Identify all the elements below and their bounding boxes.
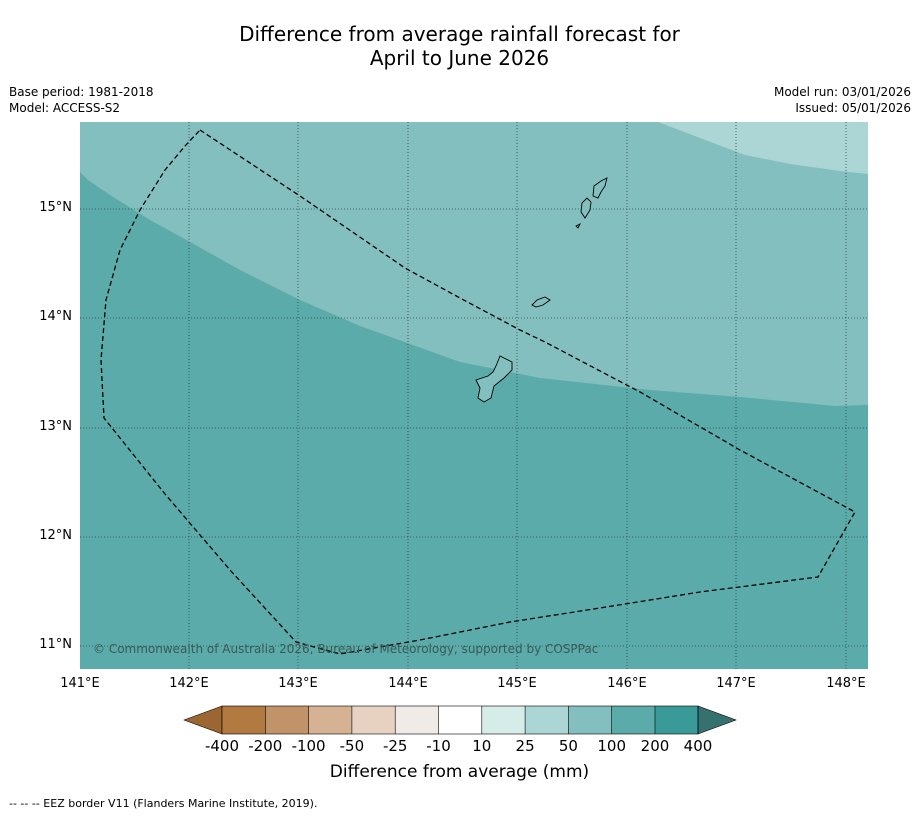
colorbar-label: 25 xyxy=(515,737,535,755)
colorbar-label: -25 xyxy=(382,737,408,755)
meta-left: Base period: 1981-2018 Model: ACCESS-S2 xyxy=(9,84,154,116)
x-tick-148: 148°E xyxy=(826,676,866,691)
colorbar-label: 400 xyxy=(683,737,713,755)
map-area xyxy=(80,122,868,669)
chart-title: Difference from average rainfall forecas… xyxy=(0,22,919,70)
colorbar-box-5 xyxy=(395,706,439,734)
colorbar-box-7 xyxy=(481,706,526,734)
colorbar-label: 50 xyxy=(558,737,578,755)
gridlines xyxy=(80,122,868,669)
x-tick-145: 145°E xyxy=(497,676,537,691)
colorbar-dividers xyxy=(221,705,699,735)
zone-50 xyxy=(658,122,868,174)
eez-footnote: -- -- -- EEZ border V11 (Flanders Marine… xyxy=(9,797,318,810)
colorbar-box-11 xyxy=(655,706,698,734)
colorbar-box-4 xyxy=(351,706,396,734)
zone-100 xyxy=(80,122,868,406)
colorbar-box-6 xyxy=(438,706,482,734)
issued-date: Issued: 05/01/2026 xyxy=(795,101,911,115)
colorbar-label: -50 xyxy=(339,737,365,755)
colorbar-label: -200 xyxy=(248,737,283,755)
x-tick-146: 146°E xyxy=(607,676,647,691)
copyright-notice: © Commonwealth of Australia 2026, Bureau… xyxy=(93,642,599,656)
y-tick-12n: 12°N xyxy=(39,528,72,543)
title-line-2: April to June 2026 xyxy=(369,46,550,70)
colorbar-over-arrow xyxy=(697,705,737,735)
x-tick-142: 142°E xyxy=(169,676,209,691)
title-line-1: Difference from average rainfall forecas… xyxy=(239,22,680,46)
y-tick-14n: 14°N xyxy=(39,309,72,324)
model-name: Model: ACCESS-S2 xyxy=(9,101,121,115)
island-aguijan xyxy=(575,222,582,229)
island-guam xyxy=(475,355,513,403)
y-tick-11n: 11°N xyxy=(39,637,72,652)
colorbar-under-arrow xyxy=(183,705,223,735)
base-period: Base period: 1981-2018 xyxy=(9,85,154,99)
colorbar-label: 10 xyxy=(472,737,492,755)
colorbar xyxy=(183,705,737,735)
colorbar-label: -100 xyxy=(291,737,326,755)
colorbar-label: -10 xyxy=(426,737,451,755)
colorbar-label: 100 xyxy=(597,737,626,755)
island-tinian xyxy=(580,197,592,219)
colorbar-label: 200 xyxy=(640,737,670,755)
island-rota xyxy=(531,296,551,308)
x-tick-141: 141°E xyxy=(60,676,100,691)
colorbar-box-2 xyxy=(265,706,309,734)
x-tick-143: 143°E xyxy=(278,676,318,691)
colorbar-box-9 xyxy=(568,706,612,734)
eez-border xyxy=(100,129,856,655)
model-run: Model run: 03/01/2026 xyxy=(773,85,911,99)
colorbar-box-1 xyxy=(222,706,266,734)
islands xyxy=(475,177,608,403)
colorbar-label: -400 xyxy=(204,737,240,755)
y-tick-13n: 13°N xyxy=(39,419,72,434)
colorbar-box-8 xyxy=(525,706,569,734)
meta-right: Model run: 03/01/2026 Issued: 05/01/2026 xyxy=(774,84,911,116)
colorbar-box-10 xyxy=(611,706,655,734)
x-tick-144: 144°E xyxy=(388,676,428,691)
island-saipan xyxy=(592,177,608,199)
colorbar-box-3 xyxy=(308,706,352,734)
colorbar-title: Difference from average (mm) xyxy=(329,762,590,782)
y-tick-15n: 15°N xyxy=(39,200,72,215)
x-tick-147: 147°E xyxy=(716,676,756,691)
